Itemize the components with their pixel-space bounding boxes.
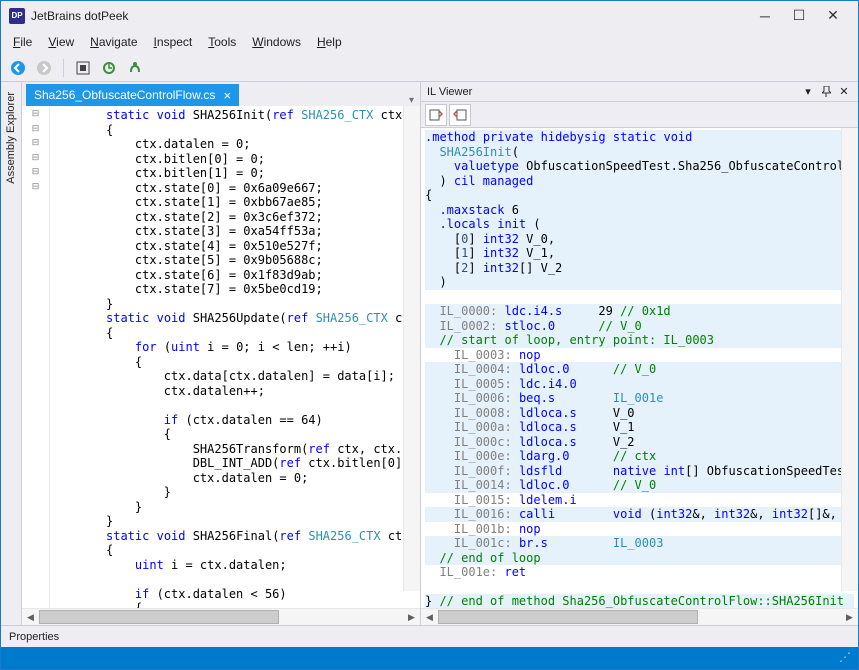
code-pane: Sha256_ObfuscateControlFlow.cs × ▾ ⊟⊟⊟⊟⊟… [22, 82, 421, 625]
toolbar-btn-3[interactable] [124, 57, 146, 79]
editor-tabstrip: Sha256_ObfuscateControlFlow.cs × ▾ [22, 82, 420, 106]
app-icon: DP [9, 8, 25, 24]
tab-dropdown[interactable]: ▾ [403, 95, 420, 106]
titlebar: DP JetBrains dotPeek ─ ☐ ✕ [1, 1, 858, 30]
scrollbar-horizontal[interactable]: ◀ ▶ [421, 608, 858, 625]
tab-close-icon[interactable]: × [223, 88, 231, 103]
scrollbar-vertical[interactable] [841, 128, 858, 591]
toolbar-btn-1[interactable] [72, 57, 94, 79]
menu-tools[interactable]: Tools [200, 33, 244, 51]
nav-forward-button[interactable] [33, 57, 55, 79]
il-editor[interactable]: .method private hidebysig static void SH… [421, 128, 858, 608]
sidebar-tab-assembly-explorer[interactable]: Assembly Explorer [5, 88, 17, 188]
nav-back-button[interactable] [7, 57, 29, 79]
toolbar-btn-2[interactable] [98, 57, 120, 79]
menu-windows[interactable]: Windows [244, 33, 309, 51]
properties-label: Properties [9, 631, 59, 643]
resize-grip-icon[interactable]: ⋰ [839, 650, 855, 666]
scrollbar-vertical[interactable] [403, 106, 420, 591]
menu-file[interactable]: File [5, 33, 40, 51]
code-editor[interactable]: ⊟⊟⊟⊟⊟⊟ static void SHA256Init(ref SHA256… [22, 106, 420, 608]
close-button[interactable]: ✕ [816, 5, 850, 27]
il-viewer-pane: IL Viewer ▾ ✕ .method private hidebysig … [421, 82, 858, 625]
il-toolbar-btn-1[interactable] [425, 104, 447, 126]
il-toolbar-btn-2[interactable] [449, 104, 471, 126]
menu-inspect[interactable]: Inspect [146, 33, 201, 51]
toolbar [1, 54, 858, 82]
il-viewer-header: IL Viewer ▾ ✕ [421, 82, 858, 102]
il-viewer-title: IL Viewer [427, 86, 472, 98]
panel-dropdown-icon[interactable]: ▾ [800, 84, 816, 100]
menu-navigate[interactable]: Navigate [82, 33, 145, 51]
statusbar: ⋰ [1, 647, 858, 669]
window-title: JetBrains dotPeek [31, 9, 748, 23]
panel-pin-icon[interactable] [818, 84, 834, 100]
sidebar: Assembly Explorer [1, 82, 22, 625]
menu-help[interactable]: Help [309, 33, 350, 51]
maximize-button[interactable]: ☐ [782, 5, 816, 27]
properties-bar[interactable]: Properties [1, 625, 858, 647]
menubar: File View Navigate Inspect Tools Windows… [1, 30, 858, 54]
tab-active[interactable]: Sha256_ObfuscateControlFlow.cs × [26, 84, 239, 106]
menu-view[interactable]: View [40, 33, 82, 51]
scrollbar-horizontal[interactable]: ◀ ▶ [22, 608, 420, 625]
tab-label: Sha256_ObfuscateControlFlow.cs [34, 88, 215, 102]
il-toolbar [421, 102, 858, 128]
panel-close-icon[interactable]: ✕ [836, 84, 852, 100]
minimize-button[interactable]: ─ [748, 5, 782, 27]
